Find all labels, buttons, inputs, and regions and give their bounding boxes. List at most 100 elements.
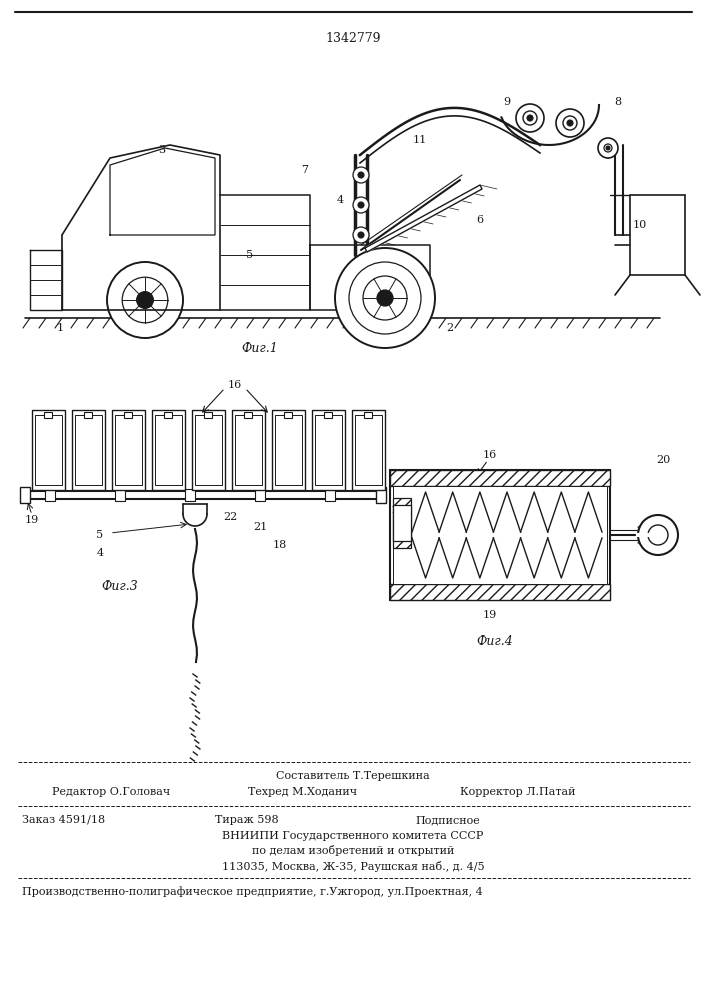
Text: 8: 8 [614,97,621,107]
Circle shape [358,202,364,208]
Text: 4: 4 [96,548,103,558]
Bar [325,489,335,501]
Polygon shape [310,245,430,310]
Bar [72,410,105,490]
Circle shape [563,116,577,130]
Text: 1: 1 [57,323,64,333]
Text: Подписное: Подписное [415,815,480,825]
Bar [45,489,55,501]
Text: Фиг.3: Фиг.3 [102,580,139,593]
Text: 16: 16 [228,380,242,390]
Text: Производственно-полиграфическое предприятие, г.Ужгород, ул.Проектная, 4: Производственно-полиграфическое предприя… [22,887,483,897]
Circle shape [567,120,573,126]
Circle shape [516,104,544,132]
Polygon shape [365,185,482,252]
Text: 21: 21 [253,522,267,532]
Circle shape [353,197,369,213]
Bar [376,487,386,503]
Bar [164,412,172,418]
Text: Редактор О.Головач: Редактор О.Головач [52,787,170,797]
Bar [115,415,142,485]
Bar [312,410,345,490]
Circle shape [358,172,364,178]
Bar [35,415,62,485]
Text: 9: 9 [503,97,510,107]
Bar [355,415,382,485]
Bar [244,412,252,418]
Text: по делам изобретений и открытий: по делам изобретений и открытий [252,846,454,856]
Bar [630,195,685,275]
Circle shape [606,146,610,150]
Text: 16: 16 [483,450,497,460]
Text: 7: 7 [301,165,308,175]
Text: Корректор Л.Патай: Корректор Л.Патай [460,787,575,797]
Bar [44,412,52,418]
Bar [20,487,30,503]
Bar [84,412,92,418]
Text: 1342779: 1342779 [325,31,381,44]
Circle shape [335,248,435,348]
Bar [112,410,145,490]
Text: 5: 5 [247,250,254,260]
Circle shape [598,138,618,158]
Text: 6: 6 [477,215,484,225]
Bar [393,486,607,584]
Bar [284,412,292,418]
Bar [390,470,610,486]
Text: 18: 18 [273,540,287,550]
Text: Составитель Т.Терешкина: Составитель Т.Терешкина [276,771,430,781]
Text: 5: 5 [96,530,103,540]
Bar [32,410,65,490]
Circle shape [556,109,584,137]
Text: 4: 4 [337,195,344,205]
Bar [352,410,385,490]
Polygon shape [110,148,215,235]
Text: ВНИИПИ Государственного комитета СССР: ВНИИПИ Государственного комитета СССР [222,831,484,841]
Bar [315,415,342,485]
Text: 10: 10 [633,220,647,230]
Text: Фиг.4: Фиг.4 [477,635,513,648]
Text: 113035, Москва, Ж-35, Раушская наб., д. 4/5: 113035, Москва, Ж-35, Раушская наб., д. … [222,860,484,871]
Circle shape [353,227,369,243]
Circle shape [353,167,369,183]
Text: 18: 18 [391,505,405,515]
Text: Тираж 598: Тираж 598 [215,815,279,825]
Circle shape [523,111,537,125]
Circle shape [648,525,668,545]
Polygon shape [62,145,220,310]
Circle shape [377,290,393,306]
Bar [195,415,222,485]
Bar [390,470,610,600]
Polygon shape [220,195,310,310]
Bar [185,489,195,501]
Circle shape [136,292,153,308]
Text: 2: 2 [446,323,454,333]
Bar [192,410,225,490]
Bar [364,412,372,418]
Bar [235,415,262,485]
Text: 20: 20 [656,455,670,465]
Bar [393,505,411,541]
Text: Заказ 4591/18: Заказ 4591/18 [22,815,105,825]
Text: 19: 19 [25,515,39,525]
Circle shape [358,232,364,238]
Bar [390,584,610,600]
Bar [204,412,212,418]
Text: Фиг.1: Фиг.1 [242,342,279,355]
Text: 22: 22 [223,512,237,522]
Circle shape [604,144,612,152]
Circle shape [107,262,183,338]
Bar [152,410,185,490]
Bar [255,489,265,501]
Circle shape [638,515,678,555]
Bar [393,498,411,548]
Text: 19: 19 [483,610,497,620]
Text: 3: 3 [158,145,165,155]
Bar [115,489,125,501]
Bar [124,412,132,418]
Circle shape [527,115,533,121]
Bar [232,410,265,490]
Text: Техред М.Ходанич: Техред М.Ходанич [248,787,357,797]
Bar [75,415,102,485]
Bar [155,415,182,485]
